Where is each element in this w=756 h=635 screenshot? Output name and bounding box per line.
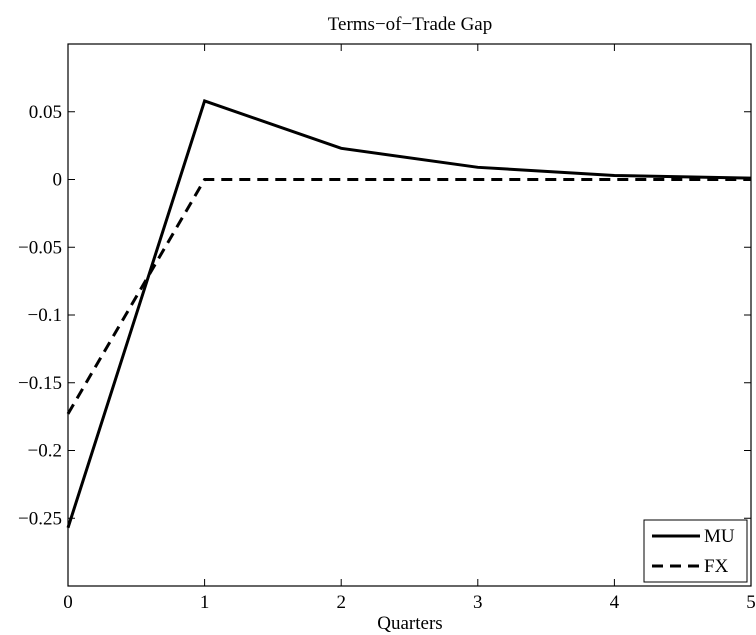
x-axis-label: Quarters	[377, 613, 442, 634]
y-tick-label: −0.1	[28, 305, 62, 326]
legend-label-fx: FX	[704, 556, 729, 577]
x-axis-ticks: 0 1 2 3 4 5	[63, 44, 756, 613]
x-tick-label: 0	[63, 592, 73, 613]
x-tick-label: 1	[200, 592, 210, 613]
plot-area	[67, 43, 752, 587]
y-tick-label: −0.25	[18, 508, 62, 529]
series-line-mu	[66, 98, 752, 529]
y-tick-label: −0.15	[18, 373, 62, 394]
y-tick-label: −0.2	[28, 441, 62, 462]
y-tick-label: 0	[53, 170, 63, 191]
y-axis-ticks: 0.05 0 −0.05 −0.1 −0.15 −0.2 −0.25	[18, 102, 751, 529]
chart-title: Terms−of−Trade Gap	[328, 14, 493, 35]
legend-label-mu: MU	[704, 526, 735, 547]
x-tick-label: 2	[336, 592, 346, 613]
legend: MU FX	[643, 519, 748, 583]
series-line-fx	[66, 178, 751, 415]
series-lines	[66, 98, 752, 529]
y-tick-label: 0.05	[29, 102, 62, 123]
y-tick-label: −0.05	[18, 237, 62, 258]
x-tick-label: 5	[746, 592, 756, 613]
legend-box	[643, 519, 748, 583]
x-tick-label: 3	[473, 592, 483, 613]
x-tick-label: 4	[610, 592, 620, 613]
